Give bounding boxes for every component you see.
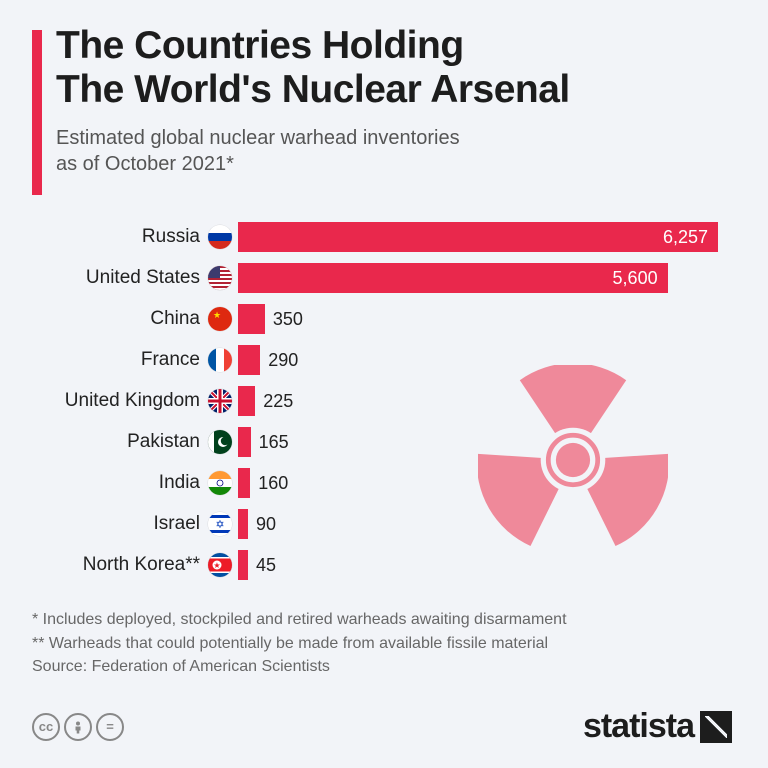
brand-text: statista [583, 707, 694, 746]
flag-icon: ✡ [208, 512, 232, 536]
bar-value: 225 [263, 391, 293, 412]
bar [238, 304, 265, 334]
flag-icon [208, 389, 232, 413]
bar [238, 427, 251, 457]
country-label: Pakistan [0, 431, 206, 453]
accent-bar [32, 30, 42, 195]
bar: 5,600 [238, 263, 668, 293]
chart-title: The Countries Holding The World's Nuclea… [56, 24, 728, 111]
source-line: Source: Federation of American Scientist… [32, 655, 728, 678]
bar-value: 90 [256, 514, 276, 535]
title-line-2: The World's Nuclear Arsenal [56, 68, 570, 111]
bar-row: China ★ 350 [0, 300, 728, 338]
radiation-icon [478, 365, 668, 555]
flag-icon [208, 225, 232, 249]
bar-value: 350 [273, 309, 303, 330]
svg-text:✡: ✡ [215, 519, 224, 531]
brand-chart-icon [700, 711, 732, 743]
bar [238, 550, 248, 580]
bar-value: 165 [259, 432, 289, 453]
bar-value: 45 [256, 555, 276, 576]
footer: cc = statista [32, 707, 732, 746]
cc-license: cc = [32, 713, 124, 741]
flag-icon: ★ [208, 307, 232, 331]
country-label: France [0, 349, 206, 371]
bar-value: 290 [268, 350, 298, 371]
cc-by-icon [64, 713, 92, 741]
bar-track: 6,257 [238, 218, 728, 256]
country-label: Israel [0, 513, 206, 535]
bar-track: 5,600 [238, 259, 728, 297]
bar [238, 345, 260, 375]
bar: 6,257 [238, 222, 718, 252]
footnote-1: * Includes deployed, stockpiled and reti… [32, 608, 728, 631]
bar-row: United States 5,600 [0, 259, 728, 297]
chart-subtitle: Estimated global nuclear warhead invento… [56, 125, 728, 177]
flag-icon [208, 348, 232, 372]
svg-text:★: ★ [213, 561, 220, 570]
bar-value: 160 [258, 473, 288, 494]
country-label: United Kingdom [0, 390, 206, 412]
subtitle-line-1: Estimated global nuclear warhead invento… [56, 127, 460, 149]
statista-logo: statista [583, 707, 732, 746]
footnote-2: ** Warheads that could potentially be ma… [32, 632, 728, 655]
cc-icon: cc [32, 713, 60, 741]
country-label: United States [0, 267, 206, 289]
bar [238, 468, 250, 498]
bar-track: 350 [238, 300, 728, 338]
country-label: India [0, 472, 206, 494]
bar [238, 386, 255, 416]
title-line-1: The Countries Holding [56, 24, 464, 67]
bar-value: 6,257 [663, 227, 708, 248]
cc-nd-icon: = [96, 713, 124, 741]
flag-icon [208, 266, 232, 290]
flag-icon: ★ [208, 553, 232, 577]
country-label: Russia [0, 226, 206, 248]
footnotes: * Includes deployed, stockpiled and reti… [32, 608, 728, 678]
country-label: China [0, 308, 206, 330]
svg-text:★: ★ [213, 310, 221, 320]
bar-value: 5,600 [613, 268, 658, 289]
header: The Countries Holding The World's Nuclea… [56, 24, 728, 177]
bar-row: Russia 6,257 [0, 218, 728, 256]
bar [238, 509, 248, 539]
subtitle-line-2: as of October 2021* [56, 153, 234, 175]
country-label: North Korea** [0, 554, 206, 576]
flag-icon [208, 430, 232, 454]
flag-icon [208, 471, 232, 495]
